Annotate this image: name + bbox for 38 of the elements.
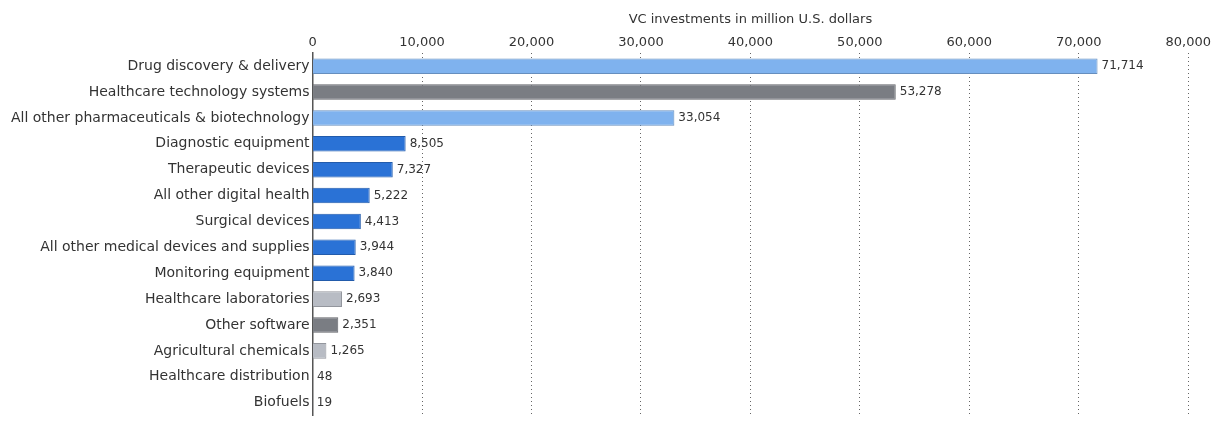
data-label: 53,278 (899, 84, 942, 99)
x-tick-label: 30,000 (618, 33, 664, 49)
y-tick-label: Agricultural chemicals (153, 341, 310, 358)
x-tick-label: 0 (308, 33, 317, 49)
x-tick-label: 70,000 (1056, 33, 1102, 49)
x-tick-label: 50,000 (837, 33, 883, 49)
y-tick-label: Monitoring equipment (154, 263, 311, 280)
data-label: 48 (317, 368, 333, 383)
y-tick-label: All other digital health (153, 186, 310, 203)
y-tick-label: Healthcare distribution (148, 367, 310, 384)
x-tick-label: 80,000 (1165, 33, 1212, 49)
data-label: 1,265 (330, 343, 365, 358)
x-tick-label: 40,000 (727, 33, 774, 49)
data-label: 19 (316, 394, 333, 409)
x-tick-label: 20,000 (508, 33, 555, 49)
y-tick-label: Therapeutic devices (166, 160, 310, 177)
x-tick-label: 60,000 (946, 33, 993, 49)
data-label: 3,944 (359, 239, 395, 254)
y-tick-label: Healthcare laboratories (144, 289, 310, 306)
y-tick-label: All other medical devices and supplies (40, 237, 310, 254)
y-tick-label: Surgical devices (195, 212, 310, 229)
x-tick-label: 10,000 (399, 33, 445, 49)
data-label: 33,054 (678, 110, 721, 125)
data-label: 4,413 (364, 213, 400, 228)
y-tick-label: Other software (205, 315, 310, 332)
y-tick-label: Diagnostic equipment (155, 134, 311, 151)
data-label: 7,327 (396, 161, 432, 176)
data-label: 2,351 (342, 317, 377, 332)
data-label: 8,505 (409, 135, 444, 150)
y-tick-label: Biofuels (253, 393, 310, 410)
data-label: 3,840 (358, 265, 393, 280)
data-label: 5,222 (373, 187, 409, 202)
data-label: 71,714 (1101, 58, 1144, 73)
y-tick-label: Drug discovery & delivery (127, 56, 310, 73)
y-tick-label: Healthcare technology systems (88, 82, 310, 99)
x-axis-title: VC investments in million U.S. dollars (628, 11, 873, 27)
data-label: 2,693 (346, 291, 381, 306)
y-tick-label: All other pharmaceuticals & biotechnology (10, 108, 310, 125)
